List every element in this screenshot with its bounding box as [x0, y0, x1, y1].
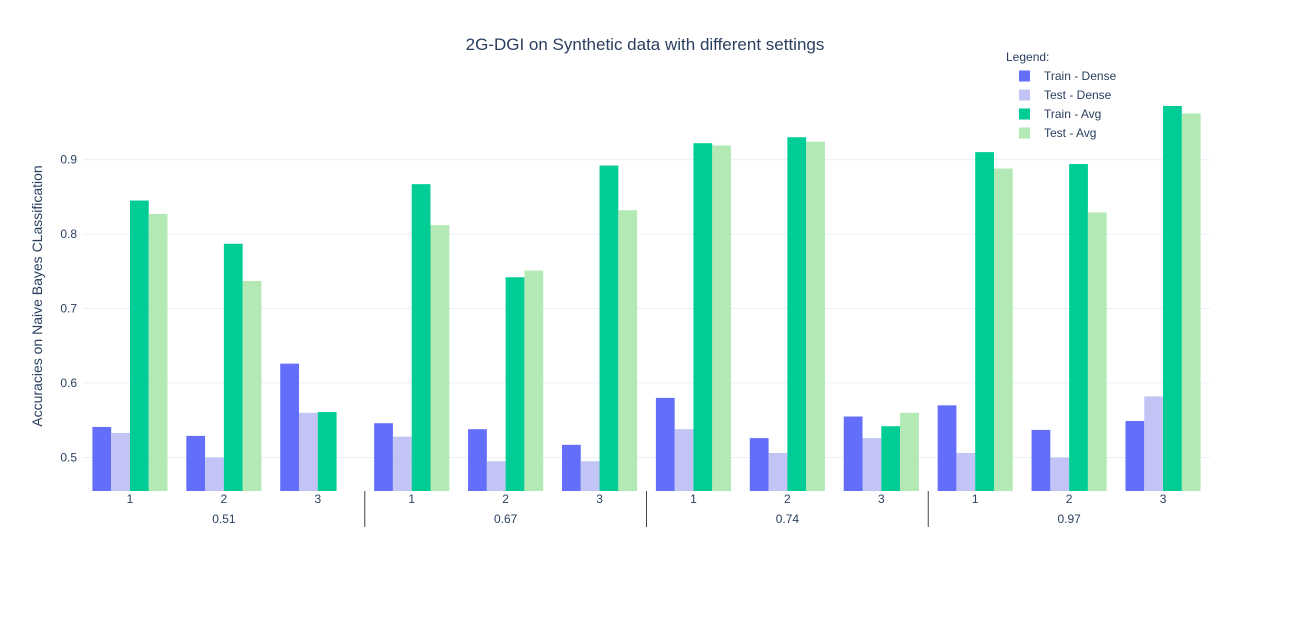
bar	[655, 397, 675, 491]
bar	[693, 143, 713, 491]
bar	[468, 429, 487, 491]
bar	[111, 432, 130, 491]
bar	[392, 436, 412, 491]
bars-layer	[92, 105, 1201, 492]
legend-swatch	[1019, 70, 1030, 82]
bar	[881, 426, 901, 491]
legend-item: Train - Avg	[1044, 107, 1101, 121]
x-tick-label: 1	[972, 492, 979, 506]
bar	[1144, 396, 1164, 491]
legend-swatch	[1019, 89, 1030, 101]
x-tick-label: 2	[1066, 492, 1073, 506]
bar	[599, 165, 619, 491]
bar	[843, 416, 863, 491]
x-tick-label: 2	[221, 492, 228, 506]
bar	[223, 243, 243, 491]
grid-layer	[83, 159, 1210, 458]
bar	[1050, 457, 1070, 491]
x-tick-label: 2	[502, 492, 509, 506]
bar	[674, 429, 694, 491]
bar	[1069, 164, 1088, 491]
x-tick-label: 2	[784, 492, 791, 506]
x-tick-label: 3	[596, 492, 603, 506]
bar	[317, 412, 337, 491]
x-group-label: 0.51	[212, 512, 236, 526]
x-tick-label: 3	[1160, 492, 1167, 506]
bar	[186, 435, 206, 491]
bar	[712, 145, 732, 491]
y-tick-label: 0.6	[60, 376, 77, 390]
bar	[505, 277, 525, 491]
bar	[618, 210, 638, 491]
bar	[1087, 212, 1107, 491]
bar	[749, 438, 769, 491]
legend-item: Train - Dense	[1044, 69, 1117, 83]
y-axis-title: Accuracies on Naive Bayes CLassification	[29, 165, 45, 426]
bar	[900, 412, 919, 491]
bar	[956, 453, 976, 491]
bar	[1125, 420, 1145, 491]
x-tick-label: 1	[127, 492, 134, 506]
bar	[148, 213, 168, 491]
bar	[280, 363, 300, 491]
bar	[1163, 105, 1182, 491]
bar	[299, 412, 318, 491]
y-tick-label: 0.9	[60, 153, 77, 167]
legend-item: Test - Dense	[1044, 88, 1112, 102]
legend-item: Test - Avg	[1044, 126, 1096, 140]
legend: Legend: Train - Dense Test - Dense Train -…	[1006, 50, 1117, 140]
bar	[129, 200, 149, 492]
x-axis-ticks: 1 2 3 0.51 1 2 3 0.67 1 2 3 0.74 1 2 3 0.97	[127, 491, 1167, 527]
bar	[242, 280, 262, 491]
bar	[1181, 113, 1201, 492]
bar	[806, 141, 825, 491]
bar	[787, 137, 807, 491]
y-tick-label: 0.5	[60, 450, 77, 464]
bar	[92, 426, 112, 491]
y-tick-label: 0.8	[60, 227, 77, 241]
x-tick-label: 3	[878, 492, 885, 506]
x-group-label: 0.97	[1057, 512, 1081, 526]
legend-swatch	[1019, 108, 1030, 120]
bar	[561, 444, 581, 491]
bar	[411, 184, 431, 492]
chart-title: 2G-DGI on Synthetic data with different …	[466, 35, 825, 54]
y-tick-label: 0.7	[60, 302, 77, 316]
bar	[580, 461, 600, 491]
bar	[937, 405, 957, 491]
x-tick-label: 3	[314, 492, 321, 506]
bar	[205, 457, 224, 491]
x-tick-label: 1	[408, 492, 415, 506]
x-tick-label: 1	[690, 492, 697, 506]
legend-swatch	[1019, 127, 1030, 139]
x-group-label: 0.74	[776, 512, 800, 526]
bar	[374, 423, 393, 491]
legend-title: Legend:	[1006, 50, 1049, 64]
y-axis-ticks: 0.5 0.6 0.7 0.8 0.9	[60, 153, 77, 465]
x-group-label: 0.67	[494, 512, 518, 526]
bar	[486, 461, 506, 491]
bar	[430, 225, 450, 491]
bar	[524, 270, 544, 491]
bar	[993, 168, 1013, 491]
bar	[862, 438, 882, 491]
bar	[768, 453, 788, 491]
bar	[975, 152, 994, 491]
bar	[1031, 429, 1051, 491]
